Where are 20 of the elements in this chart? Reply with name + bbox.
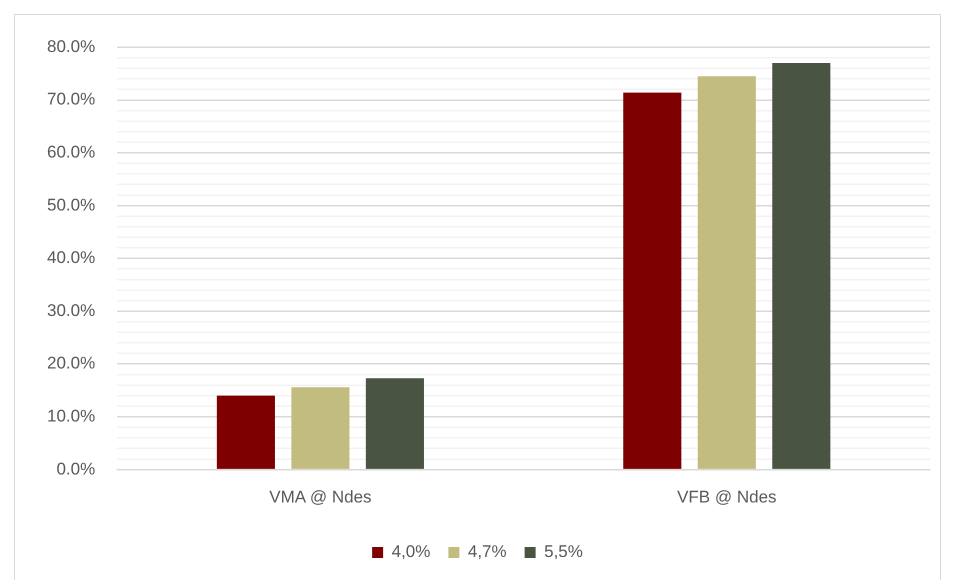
y-tick-label: 50.0% bbox=[47, 195, 96, 214]
y-tick-label: 40.0% bbox=[47, 248, 96, 268]
y-tick-label: 20.0% bbox=[47, 354, 96, 373]
bar bbox=[623, 92, 682, 469]
y-tick-label: 10.0% bbox=[47, 406, 96, 426]
legend-label: 5,5% bbox=[544, 542, 583, 562]
x-tick-label: VFB @ Ndes bbox=[677, 487, 777, 506]
y-tick-label: 70.0% bbox=[47, 90, 96, 109]
y-tick-label: 30.0% bbox=[47, 300, 96, 320]
legend-label: 4,0% bbox=[392, 542, 430, 562]
bar bbox=[216, 396, 275, 469]
bar bbox=[366, 378, 424, 469]
bar bbox=[291, 387, 350, 469]
legend-label: 4,7% bbox=[468, 542, 507, 562]
y-tick-label: 0.0% bbox=[56, 459, 96, 478]
bar bbox=[772, 63, 830, 469]
bar bbox=[698, 76, 756, 469]
y-tick-label: 80.0% bbox=[47, 36, 96, 56]
y-tick-label: 60.0% bbox=[47, 142, 96, 162]
x-tick-label: VMA @ Ndes bbox=[269, 487, 372, 506]
